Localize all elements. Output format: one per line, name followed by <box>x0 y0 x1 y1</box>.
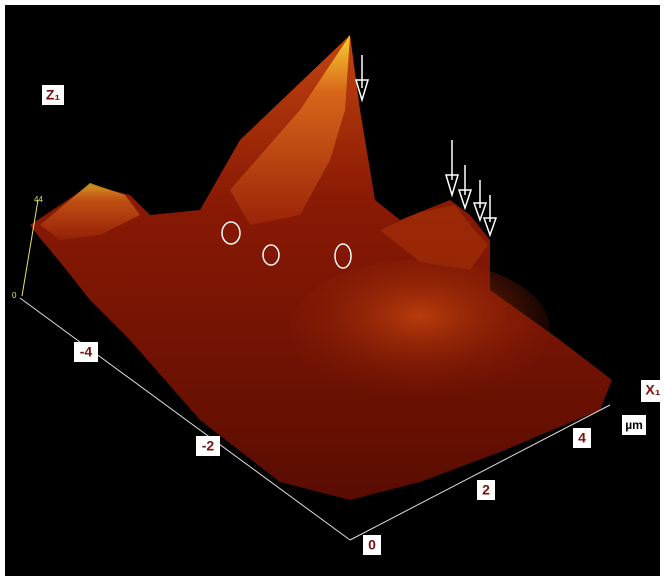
annotations <box>221 55 498 269</box>
z-scale-bottom: 0 <box>12 291 17 300</box>
tick-label: -2 <box>202 438 215 454</box>
unit-label: µm <box>625 418 643 432</box>
x-axis-label: X₁ <box>645 382 660 398</box>
tick-label: 0 <box>368 537 376 553</box>
axes <box>19 199 611 541</box>
z-axis-label: Z₁ <box>46 87 61 103</box>
surface <box>30 35 612 500</box>
z-scale-top: 44 <box>34 195 43 204</box>
tick-label: -4 <box>80 344 93 360</box>
tick-label: 4 <box>578 430 586 446</box>
tick-label: 2 <box>482 482 490 498</box>
